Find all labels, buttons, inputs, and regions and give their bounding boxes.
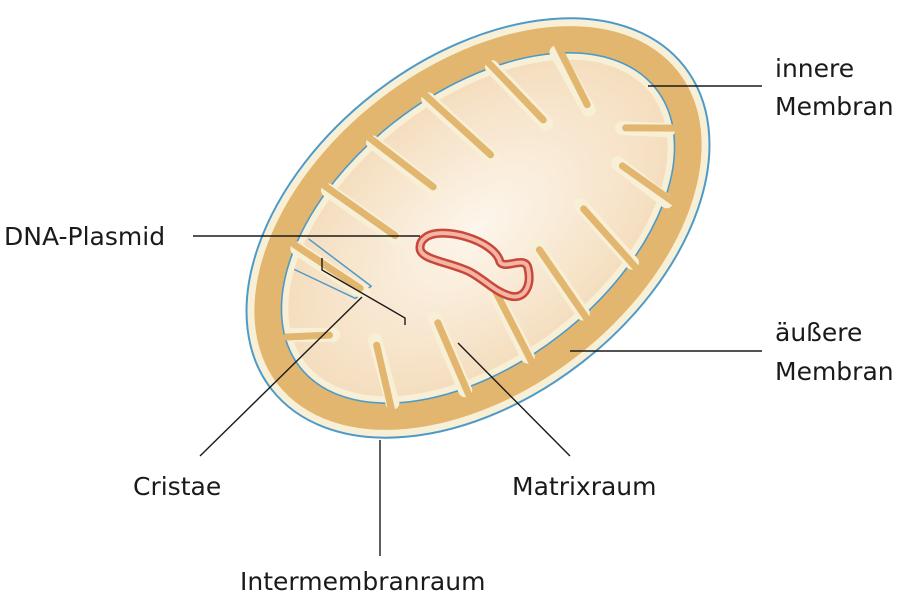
label-outer-membrane-line2: Membran bbox=[775, 357, 894, 386]
crista bbox=[615, 121, 678, 138]
leader-matrix-space bbox=[457, 342, 571, 457]
dna-plasmid bbox=[415, 228, 534, 302]
crista bbox=[290, 238, 373, 300]
crista bbox=[427, 311, 473, 399]
crista bbox=[485, 279, 535, 365]
crista bbox=[320, 182, 406, 247]
label-cristae: Cristae bbox=[133, 472, 221, 501]
label-inner-membrane-line2: Membran bbox=[775, 92, 894, 121]
crista bbox=[573, 197, 640, 271]
crista bbox=[368, 333, 400, 414]
crista bbox=[365, 134, 444, 198]
crista bbox=[549, 41, 596, 117]
crista bbox=[529, 238, 591, 322]
leader-cristae bbox=[199, 296, 363, 457]
label-dna-plasmid: DNA-Plasmid bbox=[4, 222, 165, 251]
labels: innere Membran äußere Membran DNA-Plasmi… bbox=[4, 54, 894, 595]
leader-lines bbox=[193, 85, 762, 556]
crista bbox=[421, 91, 501, 166]
label-matrix-space: Matrixraum bbox=[512, 472, 657, 501]
crista bbox=[484, 59, 554, 131]
label-outer-membrane-line1: äußere bbox=[775, 318, 862, 347]
cristae bbox=[283, 41, 678, 414]
crista bbox=[610, 156, 678, 209]
leader-cristae-bracket bbox=[321, 258, 406, 325]
mitochondrion bbox=[245, 17, 711, 439]
label-intermembrane-space: Intermembranraum bbox=[240, 567, 485, 595]
label-inner-membrane-line1: innere bbox=[775, 54, 854, 83]
